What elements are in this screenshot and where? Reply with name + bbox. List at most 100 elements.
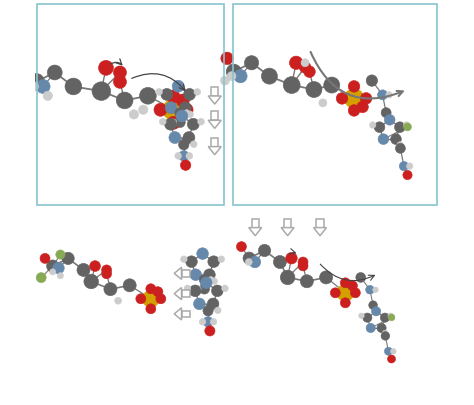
Circle shape xyxy=(336,93,348,104)
Circle shape xyxy=(187,111,193,118)
Circle shape xyxy=(378,134,389,145)
Circle shape xyxy=(220,76,229,85)
Circle shape xyxy=(301,275,313,288)
Circle shape xyxy=(391,349,396,354)
Circle shape xyxy=(184,285,191,292)
Circle shape xyxy=(36,79,50,94)
Circle shape xyxy=(186,256,197,268)
Circle shape xyxy=(373,287,378,292)
Circle shape xyxy=(201,277,212,289)
Circle shape xyxy=(304,66,315,77)
Circle shape xyxy=(384,115,395,125)
Circle shape xyxy=(186,153,193,159)
Circle shape xyxy=(261,68,277,84)
Circle shape xyxy=(163,99,184,120)
Circle shape xyxy=(211,285,223,297)
Circle shape xyxy=(77,263,90,277)
Circle shape xyxy=(301,59,309,67)
Circle shape xyxy=(56,250,65,259)
Circle shape xyxy=(399,162,409,171)
Circle shape xyxy=(193,298,205,310)
Circle shape xyxy=(286,252,297,264)
Circle shape xyxy=(139,87,156,104)
Circle shape xyxy=(183,88,195,100)
Circle shape xyxy=(210,318,217,325)
Polygon shape xyxy=(313,228,327,236)
Circle shape xyxy=(319,271,333,284)
Circle shape xyxy=(113,75,127,88)
Circle shape xyxy=(104,283,117,296)
Circle shape xyxy=(153,287,163,297)
Circle shape xyxy=(406,163,413,169)
Circle shape xyxy=(258,244,271,257)
Circle shape xyxy=(183,110,190,116)
Circle shape xyxy=(222,285,228,292)
Circle shape xyxy=(36,273,46,283)
Circle shape xyxy=(20,61,33,75)
Bar xyxy=(211,87,219,96)
Circle shape xyxy=(380,313,390,322)
Polygon shape xyxy=(174,288,182,300)
Circle shape xyxy=(199,318,206,325)
Circle shape xyxy=(319,99,327,107)
Circle shape xyxy=(164,118,176,130)
Circle shape xyxy=(347,281,357,291)
Circle shape xyxy=(176,94,189,107)
Circle shape xyxy=(388,314,395,321)
Polygon shape xyxy=(208,96,221,104)
Circle shape xyxy=(246,258,252,266)
Polygon shape xyxy=(281,228,294,236)
Circle shape xyxy=(218,256,225,262)
Circle shape xyxy=(366,75,378,86)
Circle shape xyxy=(245,55,259,70)
Circle shape xyxy=(234,70,247,83)
Circle shape xyxy=(92,82,110,100)
Circle shape xyxy=(290,56,303,70)
Circle shape xyxy=(159,118,166,125)
Bar xyxy=(233,4,438,205)
Circle shape xyxy=(187,118,199,130)
Circle shape xyxy=(388,355,395,363)
Circle shape xyxy=(388,313,393,318)
Circle shape xyxy=(101,265,111,275)
Bar xyxy=(284,219,291,228)
Circle shape xyxy=(46,260,59,272)
Circle shape xyxy=(136,294,146,304)
Bar xyxy=(36,4,225,205)
Circle shape xyxy=(165,102,177,114)
Circle shape xyxy=(337,284,354,301)
Circle shape xyxy=(227,72,236,81)
Circle shape xyxy=(116,92,133,109)
Circle shape xyxy=(43,91,53,100)
Circle shape xyxy=(377,323,386,333)
Circle shape xyxy=(142,290,159,307)
Circle shape xyxy=(156,294,166,304)
Circle shape xyxy=(191,141,197,147)
Circle shape xyxy=(203,306,213,316)
Polygon shape xyxy=(208,147,221,155)
Circle shape xyxy=(115,297,122,304)
Polygon shape xyxy=(174,308,182,320)
Circle shape xyxy=(154,103,167,116)
Circle shape xyxy=(366,323,375,333)
Circle shape xyxy=(237,242,246,252)
Circle shape xyxy=(324,77,340,93)
Circle shape xyxy=(190,269,201,281)
Circle shape xyxy=(359,313,364,318)
Circle shape xyxy=(198,118,204,125)
Circle shape xyxy=(397,142,403,148)
Circle shape xyxy=(172,80,184,92)
Circle shape xyxy=(183,132,195,143)
Circle shape xyxy=(65,78,82,95)
Circle shape xyxy=(403,122,410,128)
Circle shape xyxy=(181,256,187,262)
Circle shape xyxy=(123,279,136,292)
Circle shape xyxy=(226,64,241,79)
Circle shape xyxy=(356,273,365,282)
Circle shape xyxy=(299,62,311,73)
Circle shape xyxy=(340,298,350,308)
Circle shape xyxy=(180,103,193,116)
Circle shape xyxy=(306,81,322,98)
Circle shape xyxy=(205,326,215,336)
Circle shape xyxy=(155,89,163,95)
